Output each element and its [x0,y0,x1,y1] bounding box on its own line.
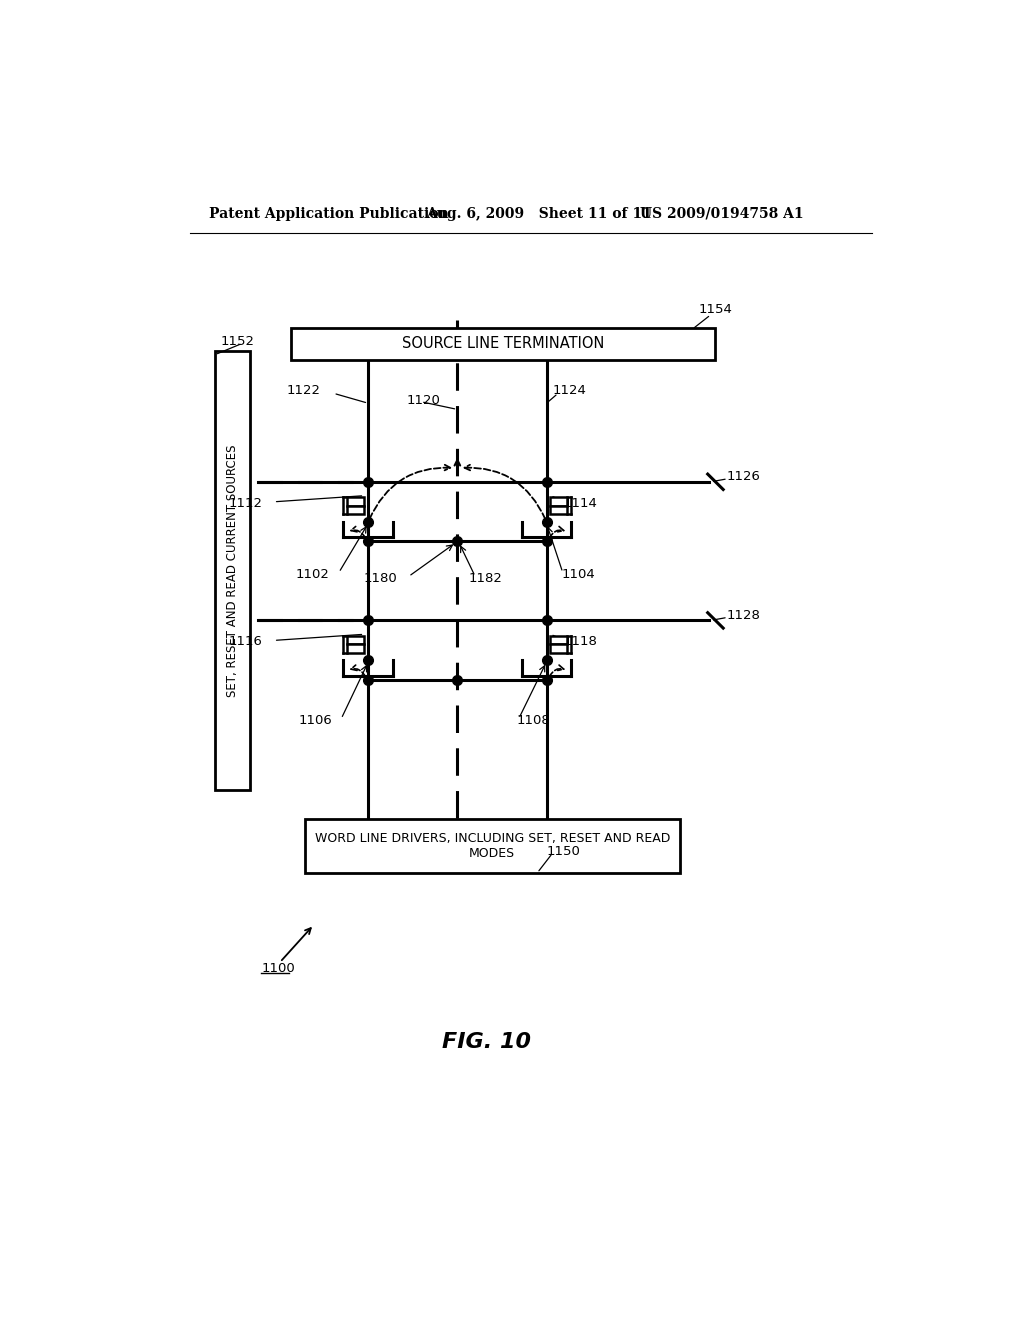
Text: Aug. 6, 2009   Sheet 11 of 11: Aug. 6, 2009 Sheet 11 of 11 [426,207,652,220]
Text: 1108: 1108 [517,714,551,727]
Text: WORD LINE DRIVERS, INCLUDING SET, RESET AND READ
MODES: WORD LINE DRIVERS, INCLUDING SET, RESET … [314,832,670,861]
Bar [347,498,365,506]
Text: 1104: 1104 [562,568,596,581]
Text: 1122: 1122 [286,384,321,397]
Text: 1154: 1154 [698,302,732,315]
Text: US 2009/0194758 A1: US 2009/0194758 A1 [640,207,803,220]
Bar [291,327,716,360]
Text: 1150: 1150 [547,845,581,858]
Bar [550,506,567,515]
Text: 1106: 1106 [299,714,333,727]
Bar [347,636,365,644]
Bar [305,818,680,873]
Text: FIG. 10: FIG. 10 [441,1032,530,1052]
Text: SET, RESET AND READ CURRENT SOURCES: SET, RESET AND READ CURRENT SOURCES [226,444,240,697]
Text: 1152: 1152 [221,335,255,348]
Bar [550,498,567,506]
Bar [347,506,365,515]
Text: 1182: 1182 [469,572,503,585]
Text: 1112: 1112 [228,496,262,510]
Bar [550,636,567,644]
Text: 1120: 1120 [407,393,441,407]
Text: 1102: 1102 [296,568,330,581]
Text: 1100: 1100 [261,962,295,975]
Text: 1114: 1114 [563,496,597,510]
Text: Patent Application Publication: Patent Application Publication [209,207,449,220]
Bar [550,644,567,653]
Text: 1124: 1124 [553,384,587,397]
Text: 1118: 1118 [563,635,597,648]
Bar [347,644,365,653]
Text: 1128: 1128 [726,610,760,622]
Text: SOURCE LINE TERMINATION: SOURCE LINE TERMINATION [401,337,604,351]
Text: 1126: 1126 [726,470,760,483]
Bar [215,351,251,789]
Text: 1180: 1180 [364,572,397,585]
Text: 1116: 1116 [228,635,262,648]
